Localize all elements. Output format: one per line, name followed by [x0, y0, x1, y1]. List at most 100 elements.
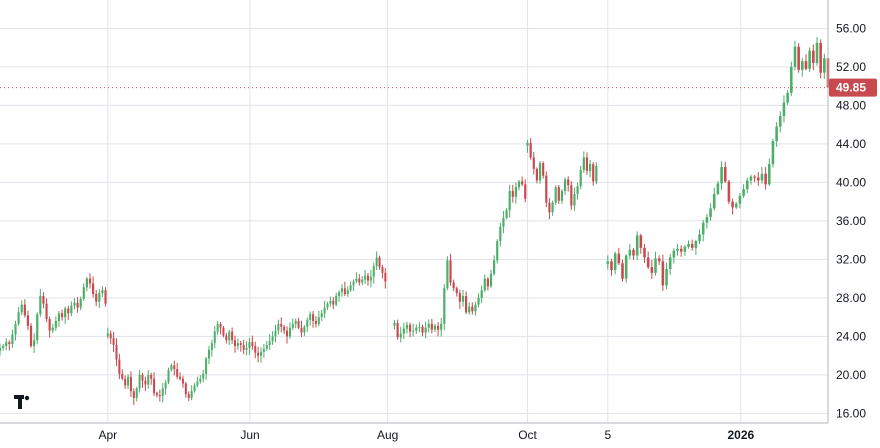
candle-body[interactable]: [199, 378, 202, 382]
candle-body[interactable]: [421, 326, 424, 333]
candle-body[interactable]: [657, 258, 661, 262]
candle-body[interactable]: [511, 191, 514, 197]
candle-body[interactable]: [727, 181, 731, 202]
candle-body[interactable]: [236, 343, 239, 347]
candle-body[interactable]: [231, 331, 234, 341]
candle-body[interactable]: [251, 342, 254, 347]
candle-body[interactable]: [254, 346, 257, 353]
candle-body[interactable]: [381, 267, 384, 273]
candle-body[interactable]: [720, 167, 723, 184]
candle-body[interactable]: [129, 376, 132, 392]
candle-body[interactable]: [529, 142, 532, 158]
candle-body[interactable]: [646, 257, 650, 268]
candle-body[interactable]: [427, 323, 430, 328]
candle-body[interactable]: [698, 234, 701, 242]
candle-body[interactable]: [280, 323, 283, 327]
candle-body[interactable]: [446, 260, 449, 289]
candle-body[interactable]: [471, 306, 474, 312]
candle-body[interactable]: [628, 249, 632, 256]
candle-body[interactable]: [418, 326, 421, 328]
candle-body[interactable]: [60, 313, 64, 318]
candle-body[interactable]: [190, 391, 193, 398]
candle-body[interactable]: [343, 288, 346, 295]
candle-body[interactable]: [384, 272, 387, 282]
candle-body[interactable]: [567, 179, 570, 186]
candle-body[interactable]: [222, 327, 225, 336]
candle-body[interactable]: [213, 331, 216, 344]
candle-body[interactable]: [489, 273, 493, 287]
candle-body[interactable]: [257, 352, 260, 356]
candle-body[interactable]: [430, 323, 433, 330]
candle-body[interactable]: [39, 295, 42, 315]
candle-body[interactable]: [749, 176, 753, 181]
candle-body[interactable]: [147, 374, 150, 385]
candle-body[interactable]: [106, 333, 109, 337]
candle-body[interactable]: [819, 42, 822, 73]
candle-body[interactable]: [375, 257, 378, 267]
candle-body[interactable]: [493, 260, 496, 274]
candle-body[interactable]: [480, 290, 483, 298]
candle-body[interactable]: [585, 157, 589, 171]
candle-body[interactable]: [775, 126, 778, 142]
candle-body[interactable]: [0, 347, 2, 351]
candle-body[interactable]: [291, 323, 294, 328]
candle-body[interactable]: [465, 295, 468, 313]
candle-body[interactable]: [712, 193, 716, 209]
candle-body[interactable]: [639, 235, 643, 248]
candle-body[interactable]: [20, 304, 23, 313]
candle-body[interactable]: [95, 294, 98, 302]
candle-body[interactable]: [355, 278, 358, 282]
candle-body[interactable]: [23, 304, 26, 316]
candle-body[interactable]: [396, 322, 399, 338]
candle-body[interactable]: [563, 179, 567, 192]
candle-body[interactable]: [738, 195, 742, 204]
candle-body[interactable]: [29, 325, 33, 347]
candle-body[interactable]: [141, 374, 144, 381]
candle-body[interactable]: [335, 295, 338, 305]
candle-body[interactable]: [173, 365, 176, 370]
candle-body[interactable]: [314, 320, 317, 324]
candle-body[interactable]: [205, 358, 208, 374]
candle-body[interactable]: [579, 169, 582, 187]
candle-body[interactable]: [155, 393, 158, 396]
candle-body[interactable]: [393, 322, 396, 326]
candle-body[interactable]: [526, 142, 529, 146]
candle-body[interactable]: [554, 187, 557, 203]
candle-body[interactable]: [260, 351, 263, 356]
candle-body[interactable]: [595, 166, 598, 182]
candle-body[interactable]: [505, 210, 508, 219]
candle-body[interactable]: [76, 302, 79, 308]
candle-body[interactable]: [764, 173, 767, 185]
candle-body[interactable]: [808, 50, 811, 69]
candle-body[interactable]: [288, 327, 291, 337]
candle-body[interactable]: [153, 378, 156, 394]
candle-body[interactable]: [101, 290, 104, 294]
candle-body[interactable]: [306, 320, 309, 327]
candle-body[interactable]: [323, 307, 326, 314]
candle-body[interactable]: [274, 330, 277, 337]
candle-body[interactable]: [538, 163, 542, 181]
candle-body[interactable]: [576, 186, 579, 194]
candle-body[interactable]: [82, 287, 85, 299]
candle-body[interactable]: [118, 359, 121, 374]
candle-body[interactable]: [233, 340, 237, 347]
candle-body[interactable]: [98, 293, 101, 302]
candle-body[interactable]: [521, 181, 524, 185]
candle-body[interactable]: [496, 241, 499, 261]
candle-body[interactable]: [399, 333, 402, 338]
candle-body[interactable]: [443, 288, 446, 324]
candle-body[interactable]: [57, 313, 61, 321]
candle-body[interactable]: [535, 168, 539, 181]
candle-body[interactable]: [650, 267, 654, 273]
candle-body[interactable]: [109, 333, 112, 339]
candle-body[interactable]: [369, 276, 372, 281]
candle-body[interactable]: [508, 191, 511, 211]
candle-body[interactable]: [436, 325, 440, 330]
candle-body[interactable]: [694, 241, 698, 248]
candle-body[interactable]: [219, 323, 222, 328]
candle-body[interactable]: [225, 335, 228, 341]
candle-body[interactable]: [790, 66, 793, 93]
candle-body[interactable]: [468, 306, 471, 313]
candle-body[interactable]: [358, 278, 361, 283]
candle-body[interactable]: [668, 257, 672, 270]
